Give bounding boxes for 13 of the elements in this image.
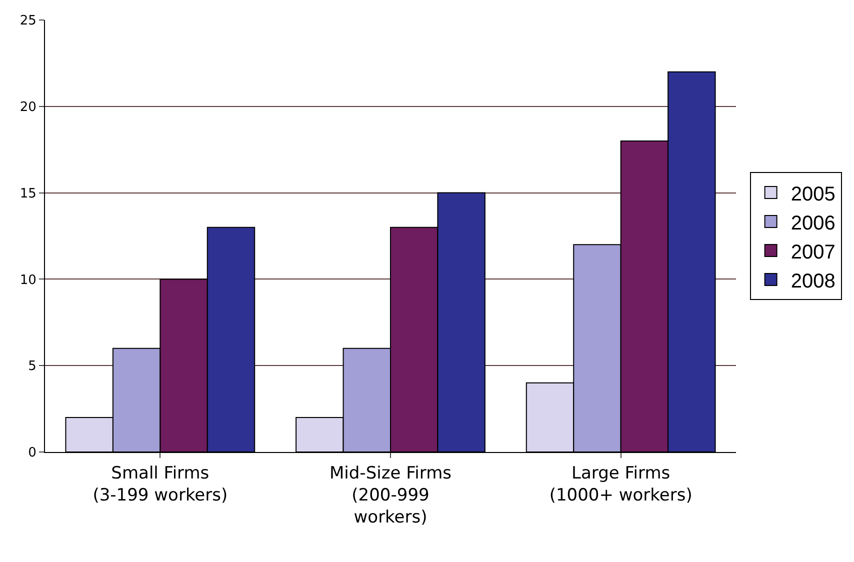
y-tick-label: 25 <box>20 14 36 29</box>
legend-label: 2005 <box>790 183 836 206</box>
x-tick-label: Large Firms (1000+ workers) <box>549 463 692 506</box>
y-tick-label: 20 <box>20 100 36 115</box>
legend-label: 2007 <box>790 241 836 264</box>
y-tick-label: 5 <box>28 359 36 374</box>
legend-label: 2008 <box>790 270 836 292</box>
legend-label: 2006 <box>790 212 836 234</box>
y-tick-label: 10 <box>20 272 36 288</box>
y-tick-label: 0 <box>28 446 36 461</box>
x-tick-label: Mid-Size Firms (200-999 workers) <box>330 463 452 528</box>
y-tick-label: 15 <box>20 186 36 202</box>
x-tick-label: Small Firms (3-199 workers) <box>92 463 228 506</box>
